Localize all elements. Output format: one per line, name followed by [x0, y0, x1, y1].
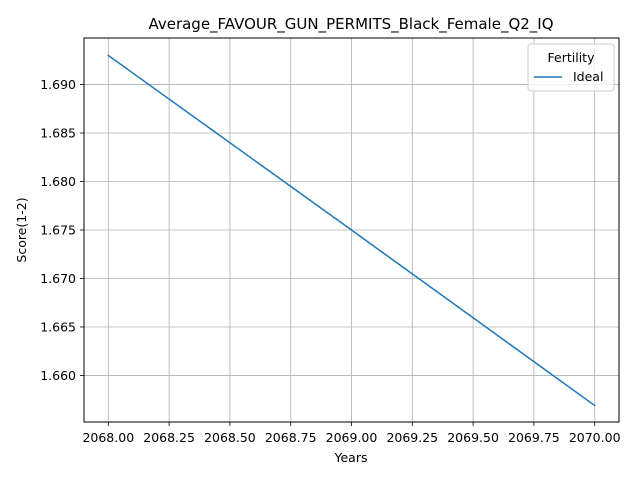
x-tick-label: 2068.75 — [265, 430, 317, 445]
legend-title: Fertility — [548, 50, 596, 65]
series-line-ideal — [107, 54, 596, 407]
x-tick-label: 2068.25 — [143, 430, 195, 445]
legend: Fertility Ideal — [527, 43, 615, 92]
y-tick-label: 1.675 — [40, 223, 76, 238]
y-tick-label: 1.670 — [40, 271, 76, 286]
y-axis-title: Score(1-2) — [14, 197, 29, 262]
y-tick-label: 1.665 — [40, 319, 76, 334]
x-tick-label: 2069.00 — [326, 430, 378, 445]
x-axis-title: Years — [334, 450, 368, 465]
y-axis-ticks: 1.660 1.665 1.670 1.675 1.680 1.685 1.690 — [40, 77, 84, 383]
legend-box — [527, 43, 615, 92]
legend-series-label: Ideal — [573, 69, 603, 84]
x-tick-label: 2070.00 — [569, 430, 621, 445]
y-tick-label: 1.660 — [40, 368, 76, 383]
x-axis-ticks: 2068.00 2068.25 2068.50 2068.75 2069.00 2069.… — [82, 422, 621, 445]
x-tick-label: 2069.50 — [447, 430, 499, 445]
y-tick-label: 1.690 — [40, 77, 76, 92]
chart-title: Average_FAVOUR_GUN_PERMITS_Black_Female_… — [148, 15, 553, 34]
series-lines — [107, 54, 596, 407]
x-tick-label: 2068.50 — [204, 430, 256, 445]
y-tick-label: 1.685 — [40, 126, 76, 141]
x-tick-label: 2069.75 — [508, 430, 560, 445]
x-tick-label: 2069.25 — [386, 430, 438, 445]
x-tick-label: 2068.00 — [82, 430, 134, 445]
y-tick-label: 1.680 — [40, 174, 76, 189]
